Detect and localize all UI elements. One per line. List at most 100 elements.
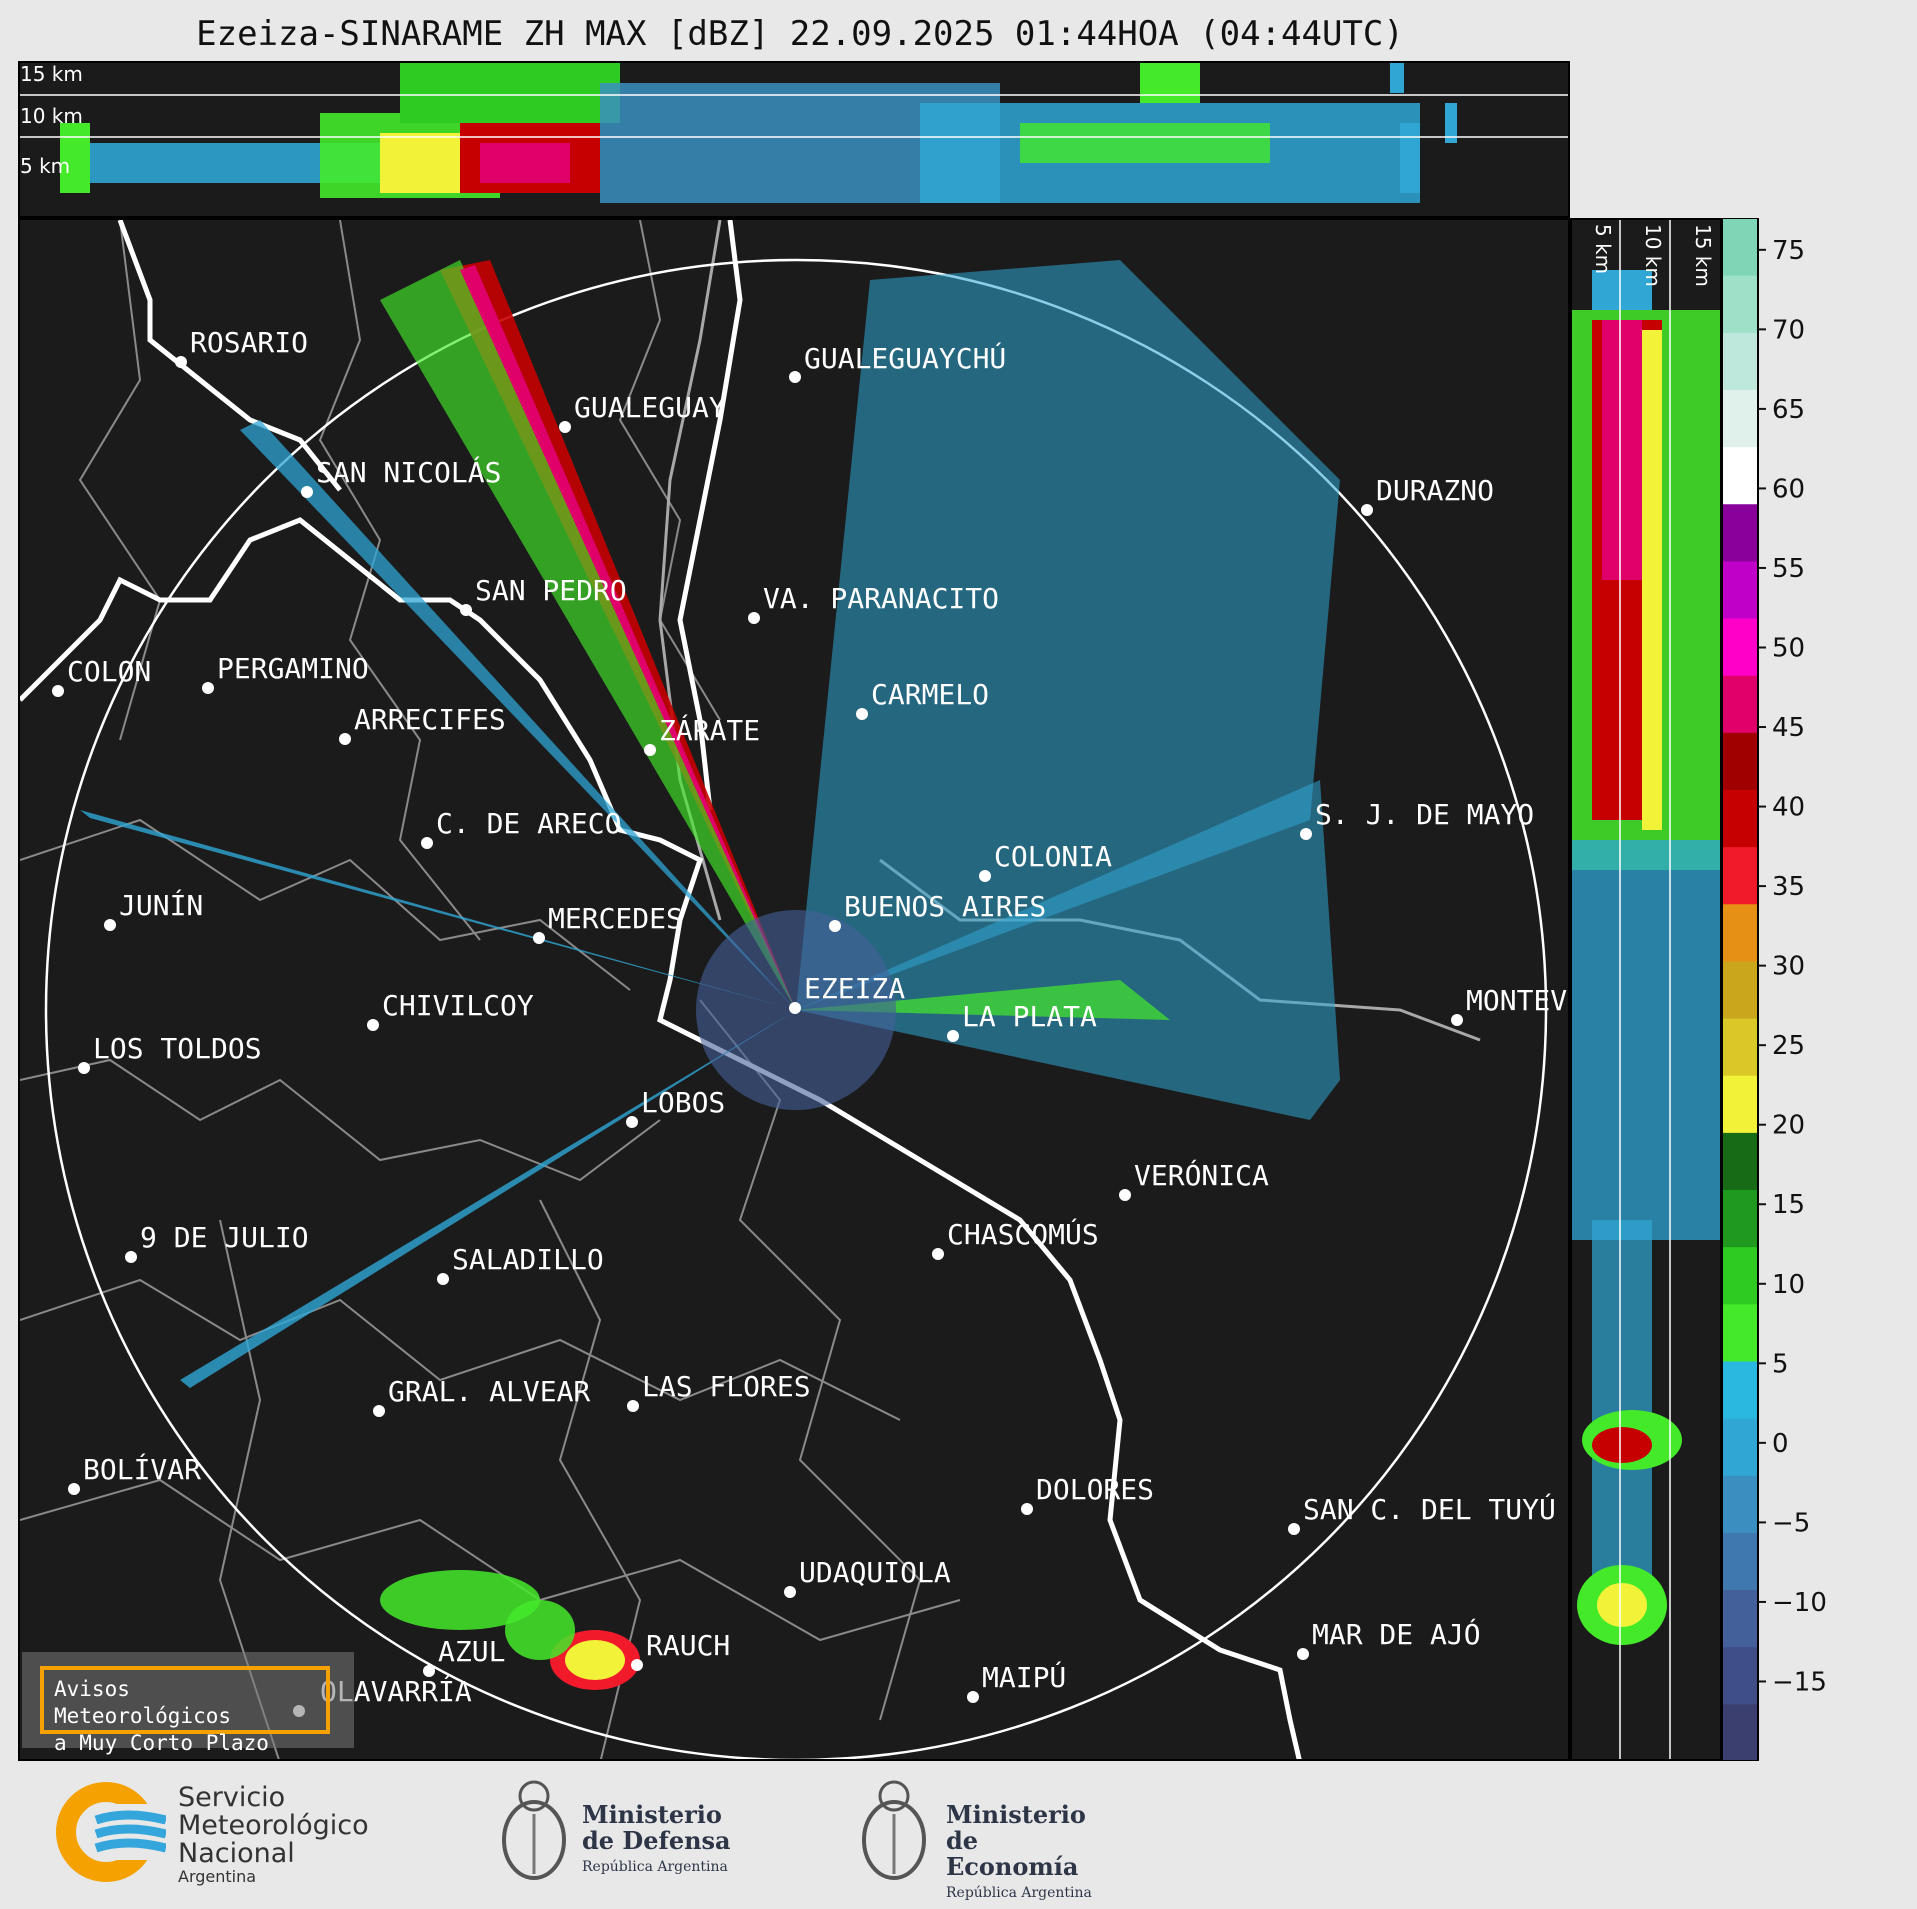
city-label: VERÓNICA bbox=[1134, 1158, 1269, 1192]
city-label: BOLÍVAR bbox=[83, 1452, 201, 1486]
city-dot bbox=[856, 708, 868, 720]
city-label: DURAZNO bbox=[1376, 474, 1494, 507]
city-dot bbox=[626, 1116, 638, 1128]
top-cross-section-panel: 15 km 10 km 5 km bbox=[18, 61, 1570, 218]
colorbar-segment bbox=[1722, 1189, 1758, 1248]
smn-emblem-icon bbox=[56, 1782, 166, 1882]
colorbar-segment bbox=[1722, 732, 1758, 790]
colorbar-tick-label: 55 bbox=[1772, 554, 1805, 584]
colorbar-tick-label: 45 bbox=[1772, 713, 1805, 743]
colorbar-segment bbox=[1722, 332, 1758, 390]
city-label: JUNÍN bbox=[119, 888, 203, 922]
colorbar-tick-label: 0 bbox=[1772, 1429, 1789, 1459]
city-label: MAR DE AJÓ bbox=[1312, 1617, 1481, 1651]
city-label: MERCEDES bbox=[548, 902, 683, 935]
top-km-label-5: 5 km bbox=[20, 154, 70, 178]
smn-line3: Nacional bbox=[178, 1838, 295, 1869]
city-dot bbox=[1021, 1503, 1033, 1515]
colorbar-tick-label: 25 bbox=[1772, 1031, 1805, 1061]
city-dot bbox=[1300, 828, 1312, 840]
coastline bbox=[20, 220, 1302, 1759]
city-dot bbox=[644, 744, 656, 756]
defensa-logo: Ministerio de Defensa República Argentin… bbox=[496, 1774, 756, 1894]
city-dot bbox=[784, 1586, 796, 1598]
colorbar-tick-label: 30 bbox=[1772, 952, 1805, 982]
colorbar-tick-label: 65 bbox=[1772, 395, 1805, 425]
colorbar-segment bbox=[1722, 275, 1758, 333]
top-echo-layer bbox=[60, 63, 1457, 203]
side-km-label-10: 10 km bbox=[1641, 224, 1665, 287]
city-dot bbox=[373, 1405, 385, 1417]
defensa-line2: de Defensa bbox=[582, 1826, 731, 1855]
city-dot bbox=[52, 685, 64, 697]
city-label: CARMELO bbox=[871, 678, 989, 711]
colorbar-segment bbox=[1722, 503, 1758, 562]
colorbar-segment bbox=[1722, 1589, 1758, 1648]
smn-line4: Argentina bbox=[178, 1867, 257, 1886]
colorbar-segment bbox=[1722, 1475, 1758, 1533]
colorbar-segment bbox=[1722, 960, 1758, 1019]
city-label: MAIPÚ bbox=[982, 1660, 1066, 1694]
colorbar-tick-label: −15 bbox=[1772, 1667, 1827, 1697]
top-km-label-10: 10 km bbox=[20, 104, 83, 128]
city-label: C. DE ARECO bbox=[436, 807, 621, 840]
economia-line1: Ministerio bbox=[946, 1800, 1086, 1829]
colorbar-segment bbox=[1722, 1246, 1758, 1305]
colorbar-tick-label: 5 bbox=[1772, 1349, 1789, 1379]
colorbar-tick-label: 10 bbox=[1772, 1270, 1805, 1300]
city-dot bbox=[627, 1400, 639, 1412]
city-label: CHIVILCOY bbox=[382, 989, 534, 1022]
city-label: VA. PARANACITO bbox=[763, 582, 999, 615]
avisos-badge-line2: a Muy Corto Plazo bbox=[54, 1731, 269, 1755]
radar-map-svg: ROSARIO GUALEGUAYCHÚ GUALEGUAY SAN NICOL… bbox=[20, 220, 1567, 1759]
city-dot bbox=[78, 1062, 90, 1074]
colorbar-tick-label: 40 bbox=[1772, 793, 1805, 823]
avisos-badge-line1: Avisos Meteorológicos bbox=[54, 1677, 232, 1728]
colorbar-segment bbox=[1722, 446, 1758, 505]
colorbar-segment bbox=[1722, 1646, 1758, 1705]
city-dot bbox=[460, 604, 472, 616]
city-label: SAN C. DEL TUYÚ bbox=[1303, 1492, 1556, 1526]
city-label: AZUL bbox=[438, 1635, 505, 1668]
side-echo-layer bbox=[1572, 270, 1720, 1645]
coat-of-arms-icon bbox=[502, 1780, 566, 1880]
colorbar-segment bbox=[1722, 675, 1758, 733]
city-dot bbox=[967, 1691, 979, 1703]
colorbar-tick-label: 50 bbox=[1772, 633, 1805, 663]
city-dot bbox=[125, 1251, 137, 1263]
colorbar-tick-label: 35 bbox=[1772, 872, 1805, 902]
radar-site-label: EZEIZA bbox=[804, 972, 905, 1005]
radar-map: ROSARIO GUALEGUAYCHÚ GUALEGUAY SAN NICOL… bbox=[18, 218, 1570, 1761]
colorbar-segment bbox=[1722, 1132, 1758, 1191]
city-dot bbox=[789, 371, 801, 383]
city-label: LOBOS bbox=[641, 1086, 725, 1119]
colorbar-segment bbox=[1722, 1018, 1758, 1076]
avisos-badge[interactable]: Avisos Meteorológicos a Muy Corto Plazo bbox=[22, 1652, 354, 1755]
colorbar-tick-label: −5 bbox=[1772, 1508, 1810, 1538]
colorbar-tick-label: 15 bbox=[1772, 1190, 1805, 1220]
smn-line1: Servicio bbox=[178, 1782, 286, 1813]
colorbar-tick-label: 70 bbox=[1772, 315, 1805, 345]
smn-line2: Meteorológico bbox=[178, 1810, 369, 1841]
colorbar-segment bbox=[1722, 903, 1758, 962]
top-km-label-15: 15 km bbox=[20, 63, 83, 86]
radar-site-dot bbox=[789, 1002, 801, 1014]
colorbar-segment bbox=[1722, 218, 1758, 276]
colorbar-segment bbox=[1722, 618, 1758, 676]
side-km-label-5: 5 km bbox=[1591, 224, 1615, 274]
city-label: SAN NICOLÁS bbox=[316, 455, 501, 489]
avisos-badge-box: Avisos Meteorológicos a Muy Corto Plazo bbox=[40, 1666, 330, 1755]
economia-logo: Ministerio de Economía República Argenti… bbox=[856, 1774, 1116, 1901]
top-cross-section-svg: 15 km 10 km 5 km bbox=[20, 63, 1568, 203]
city-label: DOLORES bbox=[1036, 1473, 1154, 1506]
city-label: GUALEGUAYCHÚ bbox=[804, 341, 1006, 375]
city-dot bbox=[1288, 1523, 1300, 1535]
defensa-line3: República Argentina bbox=[582, 1859, 728, 1875]
city-dot bbox=[175, 356, 187, 368]
city-dot bbox=[533, 932, 545, 944]
economia-line3: República Argentina bbox=[946, 1885, 1092, 1901]
city-dot bbox=[339, 733, 351, 745]
city-label: GRAL. ALVEAR bbox=[388, 1375, 590, 1408]
city-dot bbox=[1361, 504, 1373, 516]
city-label: S. J. DE MAYO bbox=[1315, 798, 1534, 831]
